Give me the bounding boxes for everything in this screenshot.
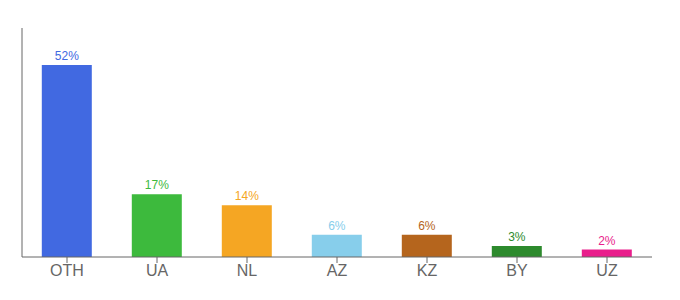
svg-text:OTH: OTH [50,262,84,279]
svg-text:NL: NL [237,262,258,279]
svg-text:14%: 14% [235,189,259,203]
svg-text:BY: BY [506,262,528,279]
svg-text:6%: 6% [328,219,346,233]
svg-text:KZ: KZ [417,262,438,279]
svg-text:AZ: AZ [327,262,348,279]
svg-text:2%: 2% [598,234,616,248]
svg-text:3%: 3% [508,230,526,244]
svg-text:17%: 17% [145,178,169,192]
svg-text:UA: UA [146,262,169,279]
svg-text:UZ: UZ [596,262,618,279]
svg-text:52%: 52% [55,49,79,63]
svg-text:6%: 6% [418,219,436,233]
